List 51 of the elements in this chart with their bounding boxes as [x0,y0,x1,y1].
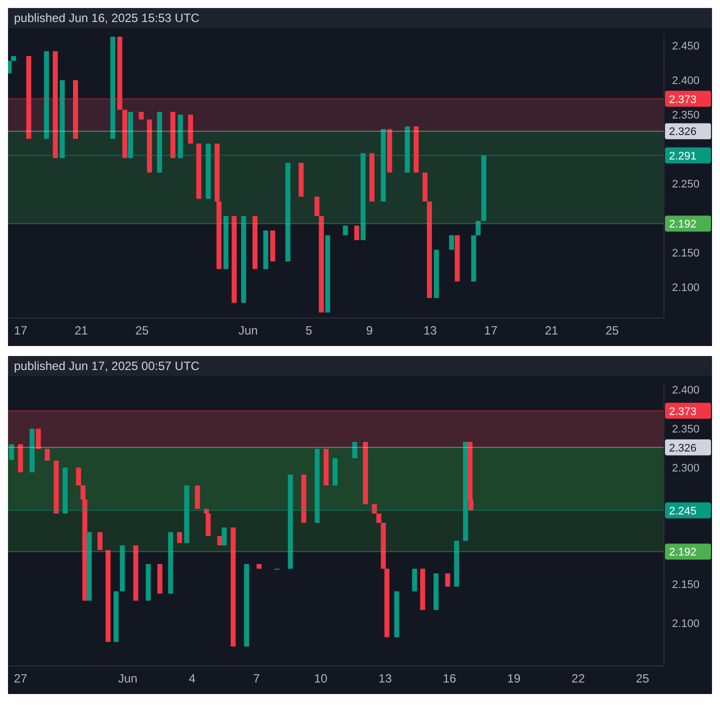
candlestick [352,441,358,459]
x-tick-label: Jun [118,672,138,686]
ref-line-label: 2.326 [669,442,697,454]
x-tick-label: 10 [314,672,328,686]
candlestick [222,527,227,546]
x-tick-label: 27 [14,672,28,686]
y-tick-label: 2.100 [672,618,700,630]
y-tick-label: 2.250 [672,178,700,190]
ref-line-label: 2.192 [669,546,697,559]
x-tick-label: 25 [606,324,620,338]
x-tick-label: 25 [636,672,650,686]
x-tick-label: 13 [378,672,392,686]
chart-title: published Jun 16, 2025 15:53 UTC [8,8,712,28]
ref-line-label: 2.326 [669,126,697,138]
x-tick-label: 7 [253,672,260,686]
ref-line-label: 2.291 [669,150,697,162]
y-tick-label: 2.450 [672,40,700,53]
x-tick-label: 25 [135,324,149,338]
x-tick-label: 22 [572,672,586,686]
x-tick-label: 17 [14,324,28,338]
x-tick-label: 21 [74,324,88,338]
x-tick-label: 16 [442,672,456,686]
x-tick-label: 17 [484,324,498,338]
candlestick [9,444,14,460]
ref-line-label: 2.245 [669,505,697,518]
y-tick-label: 2.400 [672,75,700,88]
ref-line-label: 2.373 [669,406,697,418]
x-tick-label: 13 [423,324,438,338]
y-tick-label: 2.150 [672,579,700,592]
y-tick-label: 2.300 [672,462,700,474]
candlestick [449,234,454,250]
candlestick [194,484,200,510]
y-tick-label: 2.350 [672,424,700,436]
ref-line-label: 2.373 [669,94,697,106]
chart-title: published Jun 17, 2025 00:57 UTC [8,356,712,376]
x-tick-label: 5 [305,324,312,338]
candlestick [354,225,360,241]
x-tick-label: 21 [544,324,558,338]
candlestick [206,512,211,537]
y-tick-label: 2.100 [672,282,700,294]
x-tick-label: 19 [507,672,521,686]
x-tick-label: 9 [366,324,374,338]
y-tick-label: 2.350 [672,110,700,122]
candlestick [342,225,348,236]
x-tick-label: Jun [238,324,258,338]
candlestick [36,428,41,450]
ref-line-label: 2.192 [669,218,697,231]
y-tick-label: 2.400 [672,384,700,397]
y-tick-label: 2.150 [672,247,700,260]
x-tick-label: 4 [188,672,196,686]
candlestick [412,568,418,592]
